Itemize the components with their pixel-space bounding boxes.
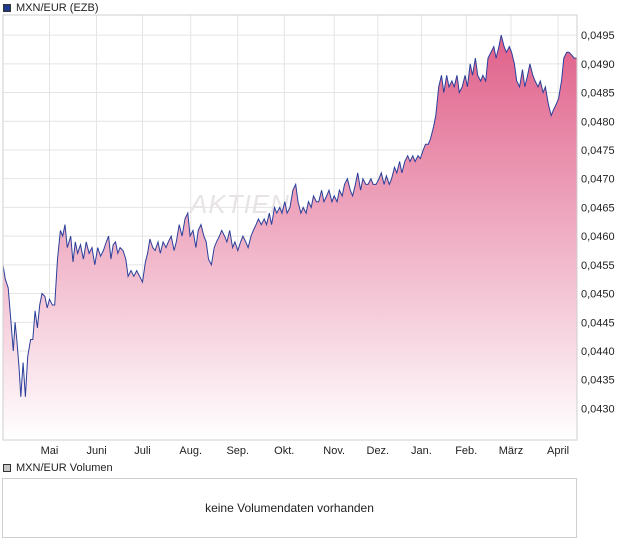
x-tick-label: Dez. [367,445,390,457]
y-tick-label: 0,0460 [581,231,615,243]
plot-frame [2,14,578,441]
price-line [2,34,577,397]
x-tick-label: Sep. [226,445,249,457]
volume-legend-label: MXN/EUR Volumen [16,462,113,474]
x-tick-label: Juni [86,445,106,457]
y-tick-label: 0,0465 [581,202,615,214]
x-tick-label: Aug. [179,445,202,457]
price-legend: MXN/EUR (EZB) [3,1,99,15]
x-tick-label: Nov. [323,445,345,457]
y-tick-label: 0,0445 [581,317,615,329]
x-tick-label: April [547,445,569,457]
x-tick-label: Okt. [274,445,294,457]
y-tick-label: 0,0490 [581,59,615,71]
y-tick-label: 0,0455 [581,260,615,272]
y-tick-label: 0,0480 [581,116,615,128]
volume-legend-swatch [3,464,11,472]
volume-legend: MXN/EUR Volumen [3,461,113,475]
y-tick-label: 0,0470 [581,174,615,186]
y-tick-label: 0,0430 [581,403,615,415]
watermark: AKTIEN [188,189,290,219]
price-chart: AKTIEN 0,0430 0,0435 0,0440 0,0445 0,0450 0,0… [2,14,615,457]
price-area [3,35,577,440]
no-volume-message: keine Volumendaten vorhanden [205,501,374,515]
y-tick-label: 0,0440 [581,346,615,358]
y-tick-label: 0,0475 [581,145,615,157]
y-tick-label: 0,0435 [581,375,615,387]
price-legend-label: MXN/EUR (EZB) [16,2,99,14]
x-tick-label: Mai [41,445,59,457]
x-tick-label: März [499,445,523,457]
y-tick-label: 0,0485 [581,88,615,100]
x-tick-label: Feb. [455,445,477,457]
volume-panel: keine Volumendaten vorhanden [2,478,577,538]
y-tick-label: 0,0495 [581,30,615,42]
price-legend-swatch [3,4,11,12]
x-tick-label: Jan. [411,445,432,457]
y-tick-label: 0,0450 [581,289,615,301]
x-tick-label: Juli [134,445,151,457]
